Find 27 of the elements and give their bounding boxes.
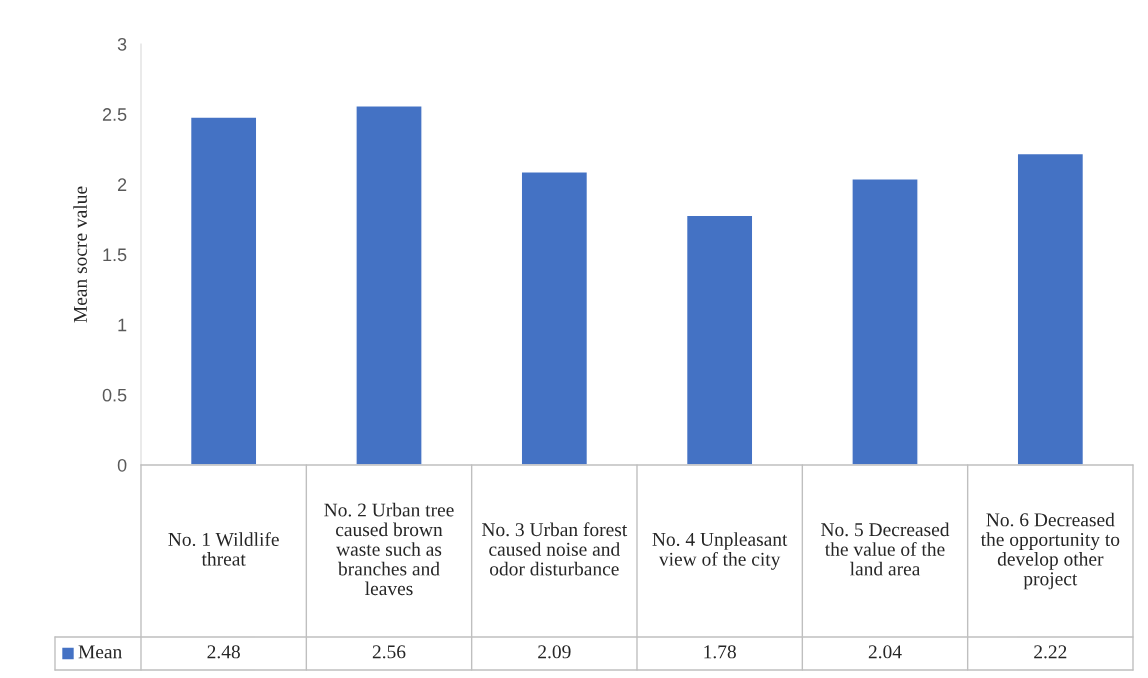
data-label: 2.56	[372, 645, 406, 659]
data-label: 2.09	[538, 645, 571, 659]
x-tick-label: No. 3 Urban forest caused noise and odor disturbance	[481, 522, 628, 576]
x-tick-label: No. 2 Urban tree caused brown waste such as branches and leaves	[324, 502, 454, 596]
bar	[1016, 152, 1085, 465]
y-tick-label: 2	[117, 178, 127, 191]
bar	[355, 105, 423, 465]
bar	[851, 178, 919, 465]
y-axis-title: Mean socre value	[73, 186, 87, 323]
legend-label: Mean	[78, 645, 122, 659]
data-label: 2.04	[868, 645, 902, 659]
y-tick-label: 2.5	[102, 108, 127, 121]
y-tick-label: 0	[117, 458, 127, 472]
bar	[189, 116, 258, 465]
bar	[685, 214, 754, 465]
x-tick-label: No. 4 Unpleasant view of the city	[652, 532, 788, 570]
y-tick-label: 1.5	[103, 248, 127, 262]
y-tick-label: 0.5	[102, 388, 127, 402]
x-tick-label: No. 5 Decreased the value of the land area	[821, 522, 950, 576]
x-tick-label: No. 6 Decreased the opportunity to develop other project	[980, 512, 1120, 590]
y-tick-label: 3	[117, 37, 127, 51]
data-label: 2.22	[1034, 645, 1067, 659]
data-label: 1.78	[704, 645, 736, 659]
bar	[520, 171, 589, 465]
x-tick-label: No. 1 Wildlife threat	[168, 532, 279, 566]
data-label: 2.48	[207, 645, 240, 659]
y-tick-label: 1	[118, 318, 127, 332]
